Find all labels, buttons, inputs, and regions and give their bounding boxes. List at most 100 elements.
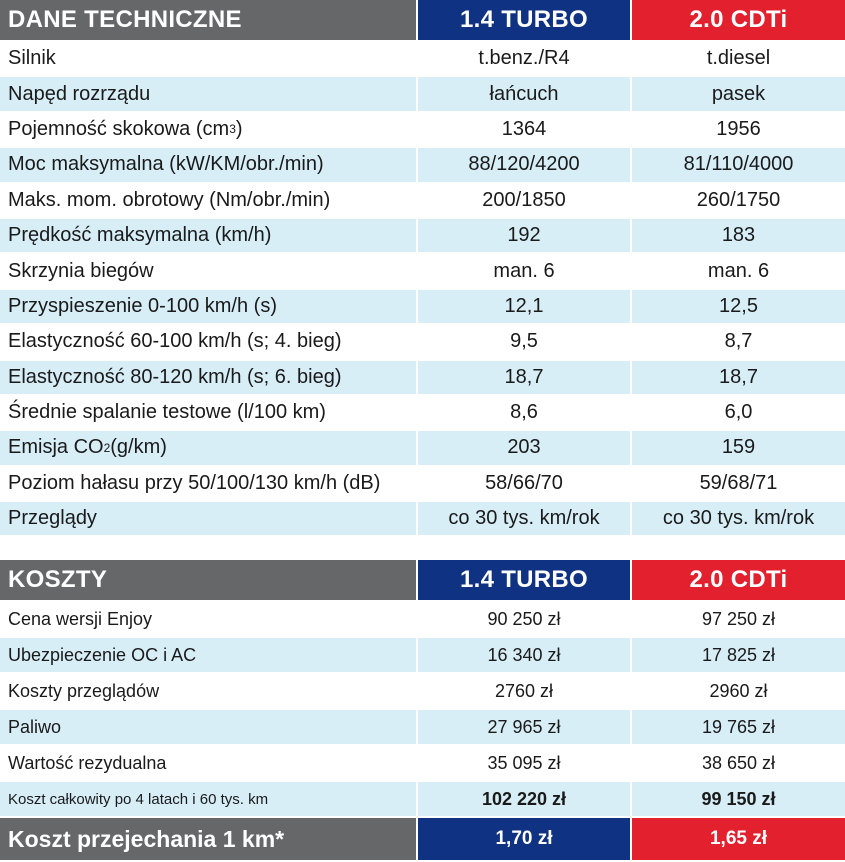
- table-row: Silnik t.benz./R4 t.diesel: [0, 42, 845, 78]
- row-value-turbo: man. 6: [418, 254, 632, 288]
- row-label: Elastyczność 80-120 km/h (s; 6. bieg): [0, 360, 418, 394]
- row-value-turbo: 88/120/4200: [418, 148, 632, 182]
- row-value-cdti: man. 6: [632, 254, 845, 288]
- tech-header-row: DANE TECHNICZNE 1.4 TURBO 2.0 CDTi: [0, 0, 845, 42]
- cost-per-km-row: Koszt przejechania 1 km* 1,70 zł 1,65 zł: [0, 818, 845, 862]
- row-value-turbo: łańcuch: [418, 77, 632, 111]
- table-row: Maks. mom. obrotowy (Nm/obr./min) 200/18…: [0, 183, 845, 219]
- row-label: Moc maksymalna (kW/KM/obr./min): [0, 148, 418, 182]
- row-label: Maks. mom. obrotowy (Nm/obr./min): [0, 183, 418, 217]
- costs-header-row: KOSZTY 1.4 TURBO 2.0 CDTi: [0, 560, 845, 602]
- row-value-turbo: 1364: [418, 112, 632, 147]
- row-label: Silnik: [0, 42, 418, 76]
- table-row: Przyspieszenie 0-100 km/h (s) 12,1 12,5: [0, 289, 845, 326]
- table-row-total: Koszt całkowity po 4 latach i 60 tys. km…: [0, 782, 845, 818]
- table-row: Cena wersji Enjoy 90 250 zł 97 250 zł: [0, 602, 845, 638]
- row-label: Koszty przeglądów: [0, 674, 418, 708]
- row-value-turbo: 102 220 zł: [418, 782, 632, 816]
- row-value-cdti: 17 825 zł: [632, 638, 845, 672]
- row-label: Prędkość maksymalna (km/h): [0, 218, 418, 253]
- row-value-turbo: 35 095 zł: [418, 746, 632, 780]
- row-label-subscript: 2: [103, 440, 111, 455]
- row-label: Ubezpieczenie OC i AC: [0, 638, 418, 672]
- row-label-text: Pojemność skokowa (cm: [8, 117, 230, 140]
- table-row: Elastyczność 60-100 km/h (s; 4. bieg) 9,…: [0, 325, 845, 361]
- row-value-turbo: 16 340 zł: [418, 638, 632, 672]
- cost-per-km-label: Koszt przejechania 1 km*: [0, 818, 418, 860]
- row-value-turbo: 12,1: [418, 289, 632, 324]
- row-value-cdti: 159: [632, 431, 845, 465]
- row-label-text: Emisja CO: [8, 436, 104, 459]
- row-value-turbo: 200/1850: [418, 183, 632, 217]
- table-row: Przeglądy co 30 tys. km/rok co 30 tys. k…: [0, 502, 845, 538]
- table-row: Moc maksymalna (kW/KM/obr./min) 88/120/4…: [0, 148, 845, 184]
- technical-data-table: DANE TECHNICZNE 1.4 TURBO 2.0 CDTi Silni…: [0, 0, 845, 538]
- table-row: Koszty przeglądów 2760 zł 2960 zł: [0, 674, 845, 710]
- row-value-cdti: 2960 zł: [632, 674, 845, 708]
- cost-per-km-turbo: 1,70 zł: [418, 818, 632, 860]
- row-value-turbo: t.benz./R4: [418, 42, 632, 76]
- table-row: Poziom hałasu przy 50/100/130 km/h (dB) …: [0, 466, 845, 503]
- row-value-cdti: 1956: [632, 112, 845, 147]
- row-label: Elastyczność 60-100 km/h (s; 4. bieg): [0, 325, 418, 359]
- row-value-cdti: 19 765 zł: [632, 710, 845, 744]
- row-value-turbo: 8,6: [418, 395, 632, 430]
- row-label: Cena wersji Enjoy: [0, 602, 418, 636]
- row-value-cdti: 12,5: [632, 289, 845, 324]
- row-label: Pojemność skokowa (cm 3): [0, 112, 418, 147]
- table-row: Emisja CO 2 (g/km) 203 159: [0, 431, 845, 467]
- table-row: Wartość rezydualna 35 095 zł 38 650 zł: [0, 746, 845, 782]
- row-label: Koszt całkowity po 4 latach i 60 tys. km: [0, 782, 418, 816]
- row-value-cdti: 99 150 zł: [632, 782, 845, 816]
- row-value-cdti: 183: [632, 218, 845, 253]
- table-row: Średnie spalanie testowe (l/100 km) 8,6 …: [0, 395, 845, 432]
- costs-header-col1: 1.4 TURBO: [418, 560, 632, 600]
- row-value-turbo: 2760 zł: [418, 674, 632, 708]
- row-value-cdti: 38 650 zł: [632, 746, 845, 780]
- row-value-cdti: 8,7: [632, 325, 845, 359]
- table-row: Skrzynia biegów man. 6 man. 6: [0, 254, 845, 290]
- row-label: Wartość rezydualna: [0, 746, 418, 780]
- table-row: Paliwo 27 965 zł 19 765 zł: [0, 710, 845, 746]
- row-value-turbo: 203: [418, 431, 632, 465]
- table-row: Prędkość maksymalna (km/h) 192 183: [0, 218, 845, 255]
- row-label: Paliwo: [0, 710, 418, 744]
- row-label-superscript: 3: [229, 122, 236, 137]
- row-value-cdti: co 30 tys. km/rok: [632, 502, 845, 536]
- row-label: Średnie spalanie testowe (l/100 km): [0, 395, 418, 430]
- row-value-cdti: 59/68/71: [632, 466, 845, 501]
- table-row: Ubezpieczenie OC i AC 16 340 zł 17 825 z…: [0, 638, 845, 674]
- row-value-cdti: pasek: [632, 77, 845, 111]
- costs-table: KOSZTY 1.4 TURBO 2.0 CDTi Cena wersji En…: [0, 560, 845, 862]
- row-value-cdti: 81/110/4000: [632, 148, 845, 182]
- row-label: Przeglądy: [0, 502, 418, 536]
- cost-per-km-cdti: 1,65 zł: [632, 818, 845, 860]
- table-row: Pojemność skokowa (cm 3) 1364 1956: [0, 112, 845, 149]
- row-label: Przyspieszenie 0-100 km/h (s): [0, 289, 418, 324]
- row-value-turbo: 9,5: [418, 325, 632, 359]
- row-value-cdti: 6,0: [632, 395, 845, 430]
- row-value-turbo: 27 965 zł: [418, 710, 632, 744]
- row-label: Skrzynia biegów: [0, 254, 418, 288]
- table-row: Elastyczność 80-120 km/h (s; 6. bieg) 18…: [0, 360, 845, 396]
- row-value-cdti: t.diesel: [632, 42, 845, 76]
- row-value-cdti: 260/1750: [632, 183, 845, 217]
- tech-header-title: DANE TECHNICZNE: [0, 0, 418, 40]
- row-label-suffix: (g/km): [110, 436, 167, 459]
- row-value-turbo: 18,7: [418, 360, 632, 394]
- row-label-suffix: ): [235, 117, 243, 140]
- row-label: Poziom hałasu przy 50/100/130 km/h (dB): [0, 466, 418, 501]
- row-value-turbo: 58/66/70: [418, 466, 632, 501]
- row-value-cdti: 18,7: [632, 360, 845, 394]
- tech-header-col2: 2.0 CDTi: [632, 0, 845, 40]
- table-row: Napęd rozrządu łańcuch pasek: [0, 77, 845, 113]
- row-value-turbo: 90 250 zł: [418, 602, 632, 636]
- row-value-turbo: co 30 tys. km/rok: [418, 502, 632, 536]
- row-value-cdti: 97 250 zł: [632, 602, 845, 636]
- tech-header-col1: 1.4 TURBO: [418, 0, 632, 40]
- costs-header-title: KOSZTY: [0, 560, 418, 600]
- costs-header-col2: 2.0 CDTi: [632, 560, 845, 600]
- row-label: Napęd rozrządu: [0, 77, 418, 111]
- row-value-turbo: 192: [418, 218, 632, 253]
